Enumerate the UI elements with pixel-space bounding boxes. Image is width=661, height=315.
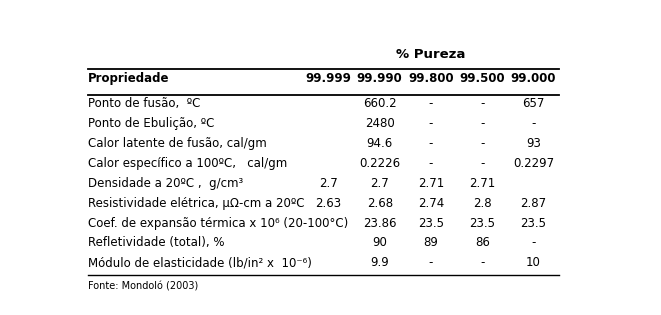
Text: Refletividade (total), %: Refletividade (total), % bbox=[88, 237, 224, 249]
Text: Calor latente de fusão, cal/gm: Calor latente de fusão, cal/gm bbox=[88, 137, 266, 150]
Text: 2.87: 2.87 bbox=[520, 197, 547, 210]
Text: 23.5: 23.5 bbox=[418, 216, 444, 230]
Text: % Pureza: % Pureza bbox=[397, 48, 465, 60]
Text: 23.86: 23.86 bbox=[363, 216, 397, 230]
Text: 2.71: 2.71 bbox=[418, 177, 444, 190]
Text: Módulo de elasticidade (lb/in² x  10⁻⁶): Módulo de elasticidade (lb/in² x 10⁻⁶) bbox=[88, 256, 311, 269]
Text: 2480: 2480 bbox=[365, 117, 395, 130]
Text: -: - bbox=[480, 117, 485, 130]
Text: 2.68: 2.68 bbox=[367, 197, 393, 210]
Text: -: - bbox=[531, 237, 535, 249]
Text: 9.9: 9.9 bbox=[370, 256, 389, 269]
Text: -: - bbox=[429, 157, 433, 170]
Text: 657: 657 bbox=[522, 97, 545, 110]
Text: 89: 89 bbox=[424, 237, 438, 249]
Text: 99.990: 99.990 bbox=[357, 72, 403, 85]
Text: 2.71: 2.71 bbox=[469, 177, 495, 190]
Text: -: - bbox=[429, 97, 433, 110]
Text: 23.5: 23.5 bbox=[469, 216, 495, 230]
Text: -: - bbox=[480, 97, 485, 110]
Text: Fonte: Mondoló (2003): Fonte: Mondoló (2003) bbox=[88, 281, 198, 291]
Text: -: - bbox=[480, 157, 485, 170]
Text: 2.7: 2.7 bbox=[370, 177, 389, 190]
Text: -: - bbox=[531, 117, 535, 130]
Text: 93: 93 bbox=[526, 137, 541, 150]
Text: 0.2226: 0.2226 bbox=[359, 157, 401, 170]
Text: 99.000: 99.000 bbox=[511, 72, 556, 85]
Text: -: - bbox=[429, 137, 433, 150]
Text: 0.2297: 0.2297 bbox=[513, 157, 554, 170]
Text: 99.500: 99.500 bbox=[459, 72, 505, 85]
Text: Densidade a 20ºC ,  g/cm³: Densidade a 20ºC , g/cm³ bbox=[88, 177, 243, 190]
Text: 10: 10 bbox=[526, 256, 541, 269]
Text: Calor específico a 100ºC,   cal/gm: Calor específico a 100ºC, cal/gm bbox=[88, 157, 287, 170]
Text: -: - bbox=[480, 256, 485, 269]
Text: 2.7: 2.7 bbox=[319, 177, 338, 190]
Text: 660.2: 660.2 bbox=[363, 97, 397, 110]
Text: -: - bbox=[429, 117, 433, 130]
Text: 99.999: 99.999 bbox=[305, 72, 352, 85]
Text: Ponto de Ebulição, ºC: Ponto de Ebulição, ºC bbox=[88, 117, 214, 130]
Text: Ponto de fusão,  ºC: Ponto de fusão, ºC bbox=[88, 97, 200, 110]
Text: Resistividade elétrica, μΩ-cm a 20ºC: Resistividade elétrica, μΩ-cm a 20ºC bbox=[88, 197, 304, 210]
Text: 86: 86 bbox=[475, 237, 490, 249]
Text: 94.6: 94.6 bbox=[367, 137, 393, 150]
Text: -: - bbox=[429, 256, 433, 269]
Text: Propriedade: Propriedade bbox=[88, 72, 169, 85]
Text: 23.5: 23.5 bbox=[520, 216, 547, 230]
Text: 2.8: 2.8 bbox=[473, 197, 492, 210]
Text: 90: 90 bbox=[372, 237, 387, 249]
Text: -: - bbox=[480, 137, 485, 150]
Text: Coef. de expansão térmica x 10⁶ (20-100°C): Coef. de expansão térmica x 10⁶ (20-100°… bbox=[88, 216, 348, 230]
Text: 2.74: 2.74 bbox=[418, 197, 444, 210]
Text: 99.800: 99.800 bbox=[408, 72, 454, 85]
Text: 2.63: 2.63 bbox=[315, 197, 342, 210]
